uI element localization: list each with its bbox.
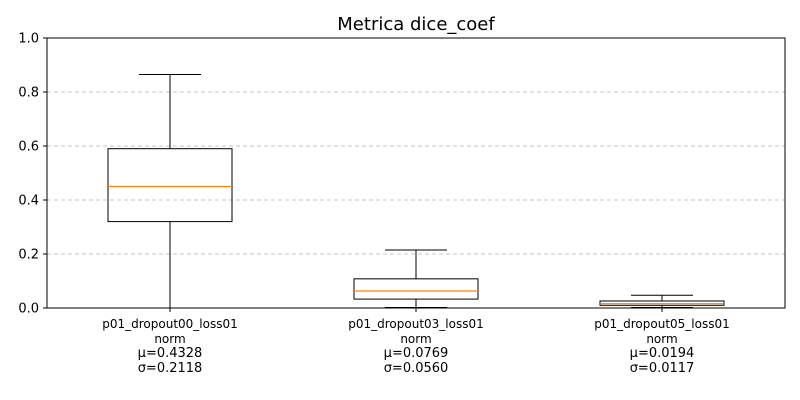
y-tick-label: 0.8 <box>18 86 39 101</box>
std-label: σ=0.0117 <box>630 361 695 376</box>
category-label-suffix: norm <box>154 332 185 346</box>
mean-label: μ=0.4328 <box>138 346 203 361</box>
y-tick-label: 0.6 <box>18 140 39 155</box>
chart-title: Metrica dice_coef <box>337 14 495 35</box>
box-group <box>107 73 233 309</box>
category-label-suffix: norm <box>400 332 431 346</box>
y-tick-label: 0.0 <box>18 302 39 317</box>
category-label: p01_dropout05_loss01 <box>594 317 730 331</box>
mean-label: μ=0.0769 <box>384 346 449 361</box>
box-body <box>107 148 233 223</box>
category-label-suffix: norm <box>646 332 677 346</box>
mean-label: μ=0.0194 <box>630 346 695 361</box>
box-group <box>599 294 725 308</box>
category-label: p01_dropout00_loss01 <box>102 317 238 331</box>
y-tick-label: 0.2 <box>18 248 39 263</box>
y-tick-label: 1.0 <box>18 32 39 47</box>
category-label: p01_dropout03_loss01 <box>348 317 484 331</box>
y-tick-label: 0.4 <box>18 194 39 209</box>
box-group <box>353 249 479 308</box>
box-body <box>353 278 479 300</box>
std-label: σ=0.2118 <box>138 361 203 376</box>
std-label: σ=0.0560 <box>384 361 449 376</box>
